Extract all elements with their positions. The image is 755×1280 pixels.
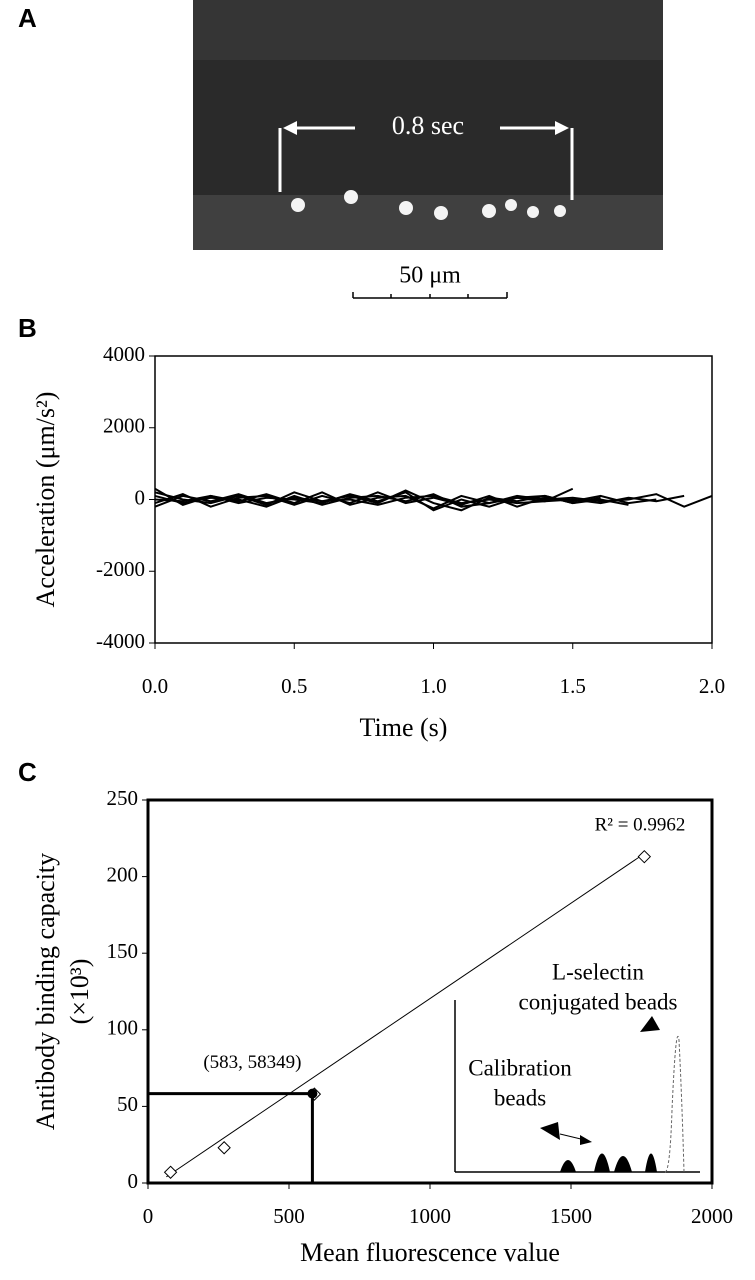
inset-histogram (454, 1000, 700, 1173)
inset-annotation: conjugated beads (518, 989, 677, 1014)
x-axis-label: Mean fluorescence value (300, 1238, 560, 1267)
inset-annotation: beads (494, 1085, 546, 1110)
x-axis-label: Time (s) (360, 713, 448, 742)
y-tick-label: 250 (107, 786, 139, 810)
y-axis-label: Antibody binding capacity (31, 853, 60, 1130)
y-tick-label: 200 (107, 862, 139, 886)
y-tick-label: 150 (107, 939, 139, 963)
x-tick-label: 1.5 (560, 674, 586, 698)
x-tick-label: 2.0 (699, 674, 725, 698)
series-line (154, 491, 601, 512)
trend-line (166, 853, 645, 1178)
y-tick-label: -2000 (96, 557, 145, 581)
x-tick-label: 0.0 (142, 674, 168, 698)
x-tick-label: 1500 (550, 1204, 592, 1228)
vessel-wall (193, 0, 663, 60)
data-point (163, 1165, 178, 1179)
panel-label: B (18, 313, 37, 343)
data-point (637, 849, 652, 864)
y-tick-label: 0 (135, 485, 146, 509)
y-axis-label: (×10³) (65, 959, 94, 1025)
x-tick-label: 1000 (409, 1204, 451, 1228)
y-tick-label: 4000 (103, 342, 145, 366)
vessel-wall (193, 195, 663, 250)
highlight-point (307, 1088, 318, 1099)
panel-label: C (18, 757, 37, 787)
x-tick-label: 0 (143, 1204, 154, 1228)
y-axis-label: Acceleration (μm/s²) (31, 392, 60, 608)
interval-label: 0.8 sec (392, 111, 464, 140)
cells (291, 190, 566, 220)
panel-label: A (18, 3, 37, 33)
inset-annotation: Calibration (468, 1055, 572, 1080)
inset-annotation: L-selectin (552, 959, 644, 984)
x-tick-label: 1.0 (420, 674, 446, 698)
x-tick-label: 0.5 (281, 674, 307, 698)
y-tick-label: 2000 (103, 414, 145, 438)
scale-bar (352, 292, 508, 299)
x-tick-label: 500 (273, 1204, 305, 1228)
series-line (154, 491, 685, 506)
series-line (154, 491, 657, 508)
y-tick-label: -4000 (96, 629, 145, 653)
data-point (217, 1141, 231, 1155)
y-tick-label: 0 (128, 1169, 139, 1193)
highlight-label: (583, 58349) (203, 1052, 301, 1073)
scale-label: 50 μm (399, 263, 461, 289)
y-tick-label: 50 (117, 1092, 138, 1116)
r-squared: R² = 0.9962 (595, 814, 686, 835)
interval-bracket (278, 121, 574, 200)
y-tick-label: 100 (107, 1016, 139, 1040)
x-tick-label: 2000 (691, 1204, 733, 1228)
